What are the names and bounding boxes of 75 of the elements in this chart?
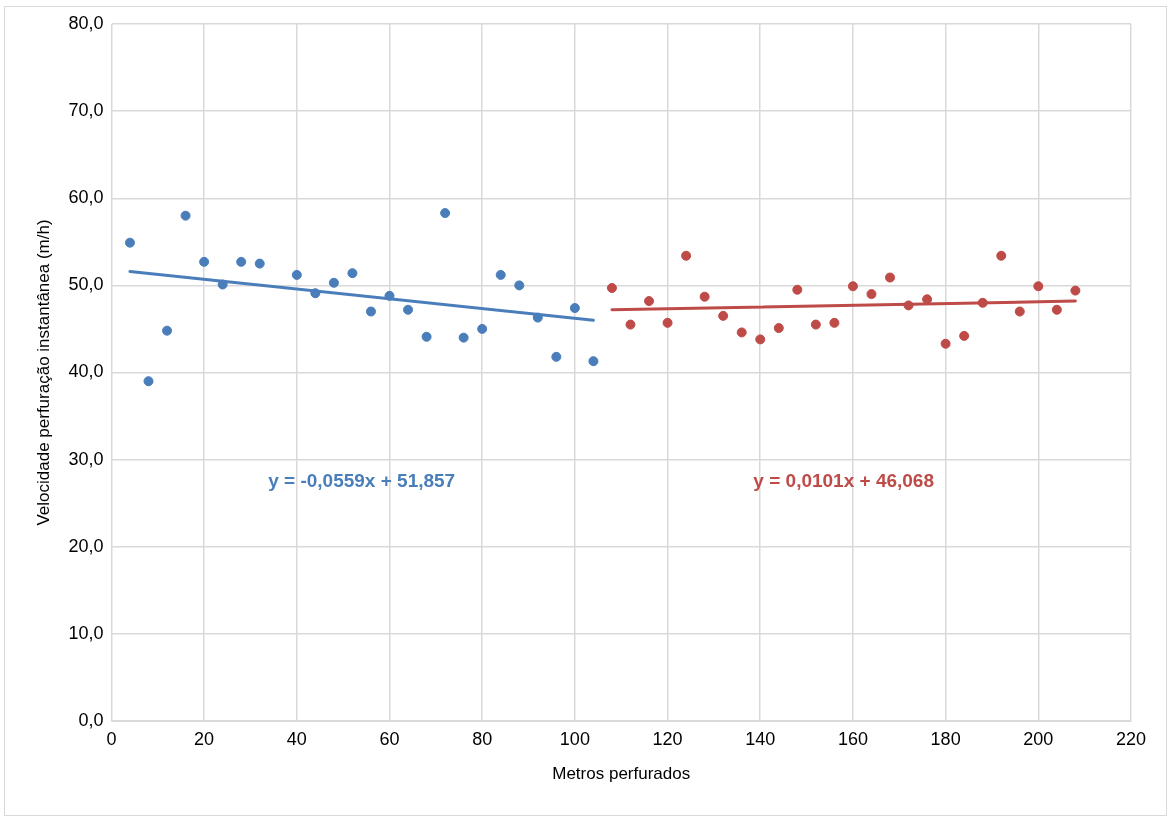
point [755,334,766,345]
point [588,356,599,367]
x-tick-label: 180 [930,728,961,749]
point [310,288,321,299]
x-tick-label: 100 [559,728,590,749]
point [718,310,729,321]
point [977,297,988,308]
y-tick-label: 0,0 [78,709,104,730]
y-tick-label: 20,0 [68,535,104,556]
point [124,237,135,248]
point [681,250,692,261]
point [384,290,395,301]
point [1014,306,1025,317]
point [569,303,580,314]
point [347,268,358,279]
point [180,210,191,221]
point [625,319,636,330]
point [606,282,617,293]
point [551,351,562,362]
y-tick-label: 60,0 [68,187,104,208]
point [162,325,173,336]
point [829,317,840,328]
point [236,256,247,267]
point [644,296,655,307]
point [421,331,432,342]
point [143,376,154,387]
y-tick-label: 30,0 [68,448,104,469]
x-tick-label: 120 [652,728,683,749]
point [1070,285,1081,296]
point [773,323,784,334]
x-tick-label: 220 [1115,728,1147,749]
point [996,250,1007,261]
point [514,280,525,291]
x-tick-label: 160 [837,728,868,749]
x-tick-label: 200 [1023,728,1054,749]
y-tick-label: 50,0 [68,274,104,295]
point [217,279,228,290]
y-tick-label: 10,0 [68,622,104,643]
point [458,332,469,343]
x-axis-title: Metros perfurados [552,764,691,784]
point [199,256,210,267]
point [477,323,488,334]
point [885,272,896,283]
x-tick-label: 40 [286,728,307,749]
point [495,269,506,280]
y-tick-label: 70,0 [68,100,104,121]
point [699,291,710,302]
annotation: y = -0,0559x + 51,857 [268,470,456,492]
point [291,269,302,280]
x-tick-label: 20 [194,728,215,749]
point [847,281,858,292]
point [328,277,339,288]
point [736,327,747,338]
point [662,317,673,328]
x-tick-label: 140 [745,728,776,749]
x-tick-label: 0 [106,728,117,749]
point [403,304,414,315]
point [866,289,877,300]
point [959,330,970,341]
annotation: y = 0,0101x + 46,068 [753,470,934,492]
x-tick-label: 60 [379,728,400,749]
y-axis-title: Velocidade perfuração instantânea (m/h) [33,219,53,526]
y-tick-label: 80,0 [68,12,104,33]
point [792,284,803,295]
point [940,338,951,349]
point [254,258,265,269]
point [903,300,914,311]
point [532,312,543,323]
point [365,306,376,317]
point [810,319,821,330]
x-tick-label: 80 [472,728,493,749]
point [440,208,451,219]
y-tick-label: 40,0 [68,361,104,382]
point [1033,281,1044,292]
point [1051,304,1062,315]
